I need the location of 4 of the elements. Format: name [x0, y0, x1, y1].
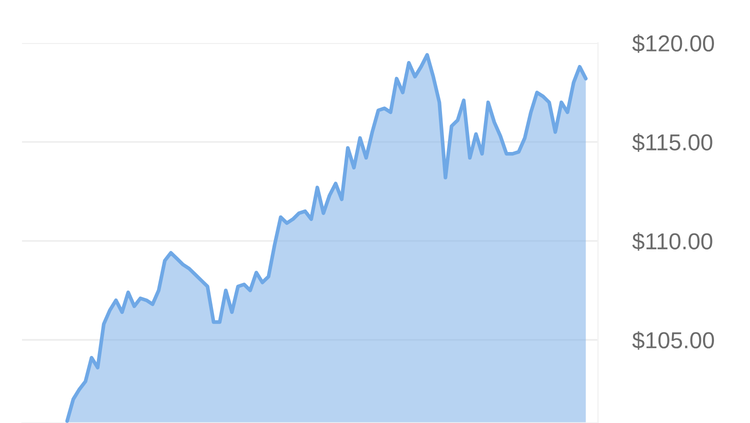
- y-tick-label: $115.00: [632, 133, 712, 152]
- y-tick-label: $120.00: [632, 34, 714, 53]
- y-tick-label: $105.00: [632, 331, 714, 350]
- y-tick-label: $110.00: [632, 232, 712, 251]
